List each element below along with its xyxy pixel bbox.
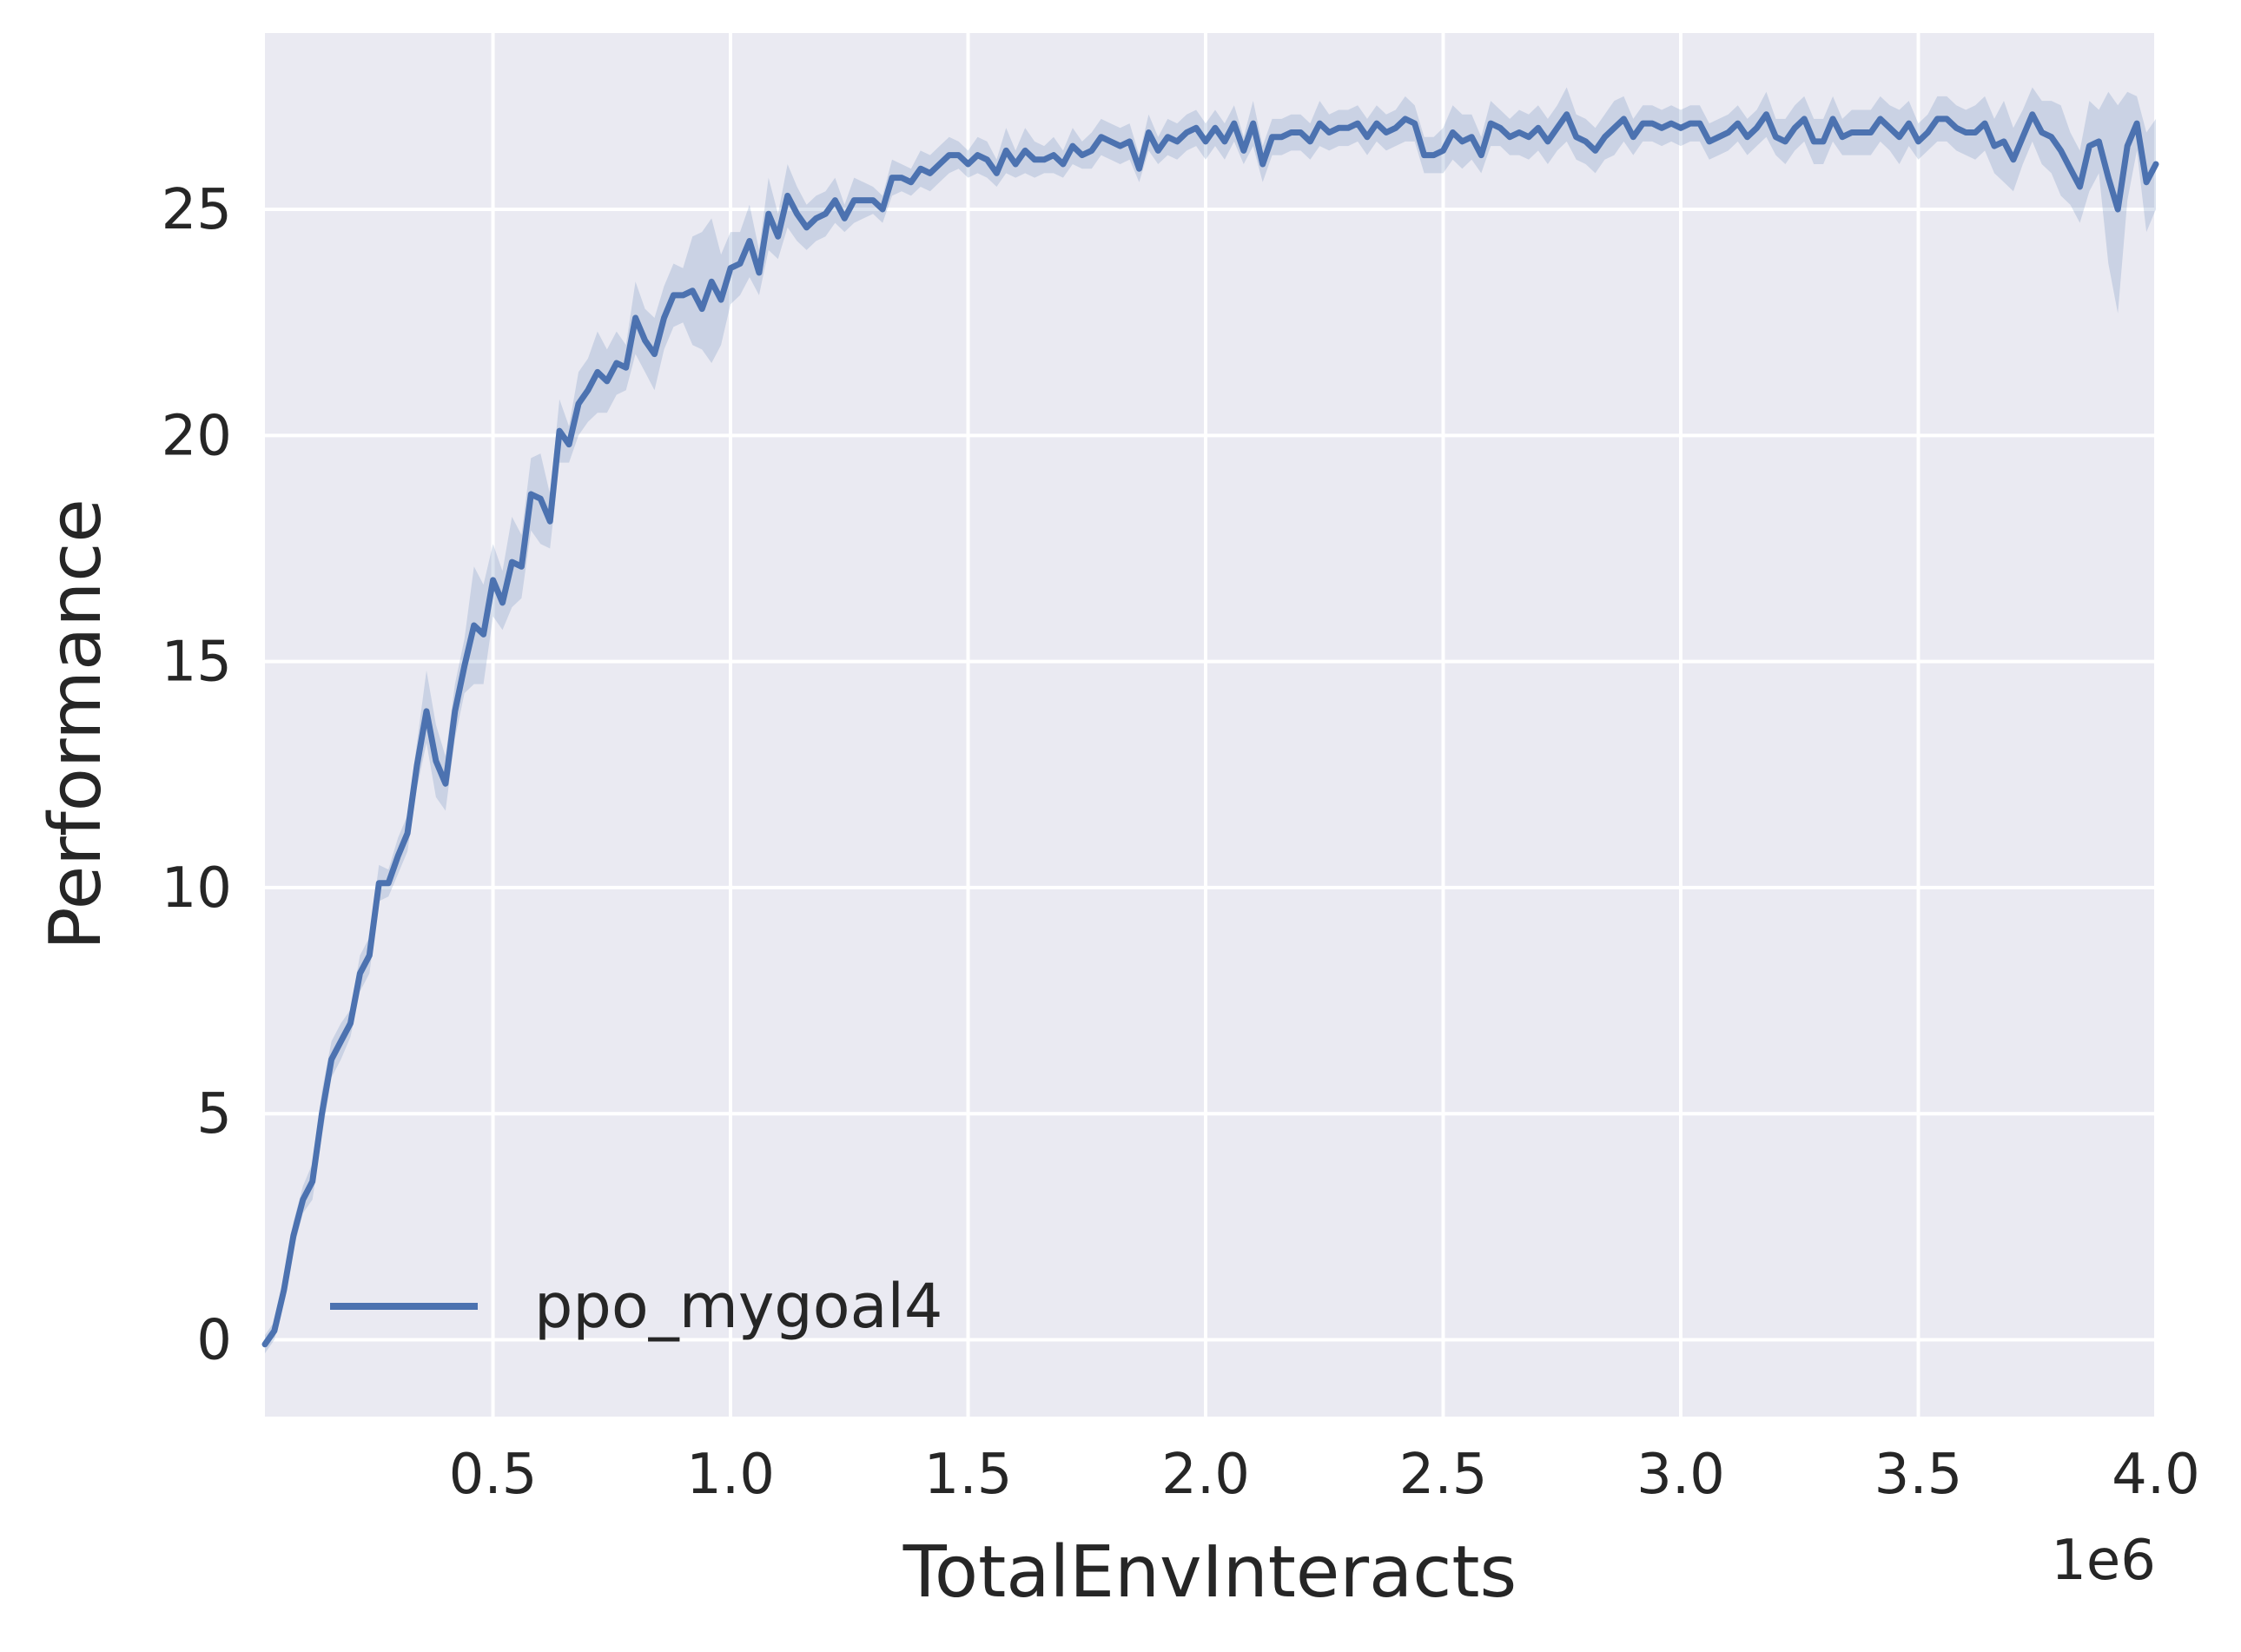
x-tick-label: 0.5: [449, 1443, 538, 1507]
y-tick-labels: 0 5 10 15 20 25: [162, 178, 232, 1372]
x-tick-label: 2.0: [1161, 1443, 1250, 1507]
y-tick-label: 25: [162, 178, 232, 242]
x-axis-label: TotalEnvInteracts: [902, 1531, 1517, 1614]
x-axis-offset-text: 1e6: [2051, 1529, 2156, 1593]
x-tick-label: 4.0: [2112, 1443, 2200, 1507]
legend-label: ppo_mygoal4: [534, 1271, 942, 1342]
x-tick-label: 3.5: [1874, 1443, 1963, 1507]
y-tick-label: 20: [162, 404, 232, 468]
legend: ppo_mygoal4: [330, 1271, 942, 1342]
grid-lines: [265, 33, 2158, 1417]
y-tick-label: 10: [162, 856, 232, 921]
series-line: [261, 111, 2159, 1348]
y-axis-label: Performance: [35, 499, 117, 950]
series-line-layer: [261, 111, 2159, 1348]
x-tick-labels: 0.5 1.0 1.5 2.0 2.5 3.0 3.5 4.0: [449, 1443, 2200, 1507]
x-tick-label: 1.0: [686, 1443, 775, 1507]
x-tick-label: 2.5: [1399, 1443, 1488, 1507]
y-tick-label: 0: [196, 1309, 232, 1373]
x-tick-label: 1.5: [924, 1443, 1013, 1507]
y-tick-label: 15: [162, 631, 232, 695]
x-tick-label: 3.0: [1636, 1443, 1725, 1507]
plot-area: [265, 33, 2156, 1417]
y-tick-label: 5: [196, 1082, 232, 1146]
